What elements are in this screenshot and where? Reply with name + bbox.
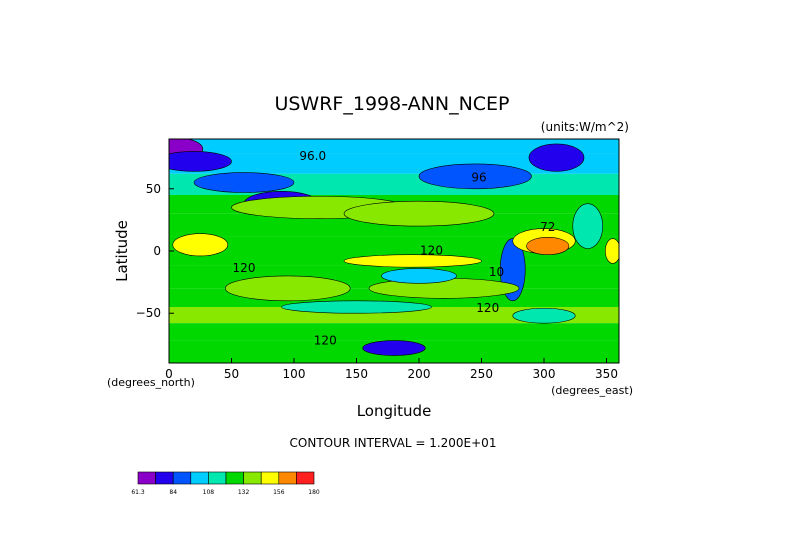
- x-tick-label: 350: [595, 367, 618, 381]
- y-axis-note: (degrees_north): [107, 376, 195, 389]
- x-tick-label: 250: [470, 367, 493, 381]
- contour-label: 120: [420, 244, 443, 258]
- x-tick-label: 300: [533, 367, 556, 381]
- contour-field: [169, 139, 619, 363]
- y-tick-label: −50: [136, 306, 161, 320]
- contour-region: [343, 254, 482, 268]
- contour-labels: 96.0 96 120 120 120 120 10 72: [233, 149, 556, 347]
- colorbar-swatch: [155, 471, 174, 485]
- x-axis-label: Longitude: [357, 402, 432, 420]
- colorbar-swatch: [190, 471, 209, 485]
- colorbar-swatch: [137, 471, 156, 485]
- y-axis-label: Latitude: [113, 220, 131, 282]
- colorbar-swatch: [225, 471, 244, 485]
- contour-band: [169, 307, 619, 324]
- contour-region: [172, 233, 229, 257]
- colorbar-swatch: [296, 471, 315, 485]
- y-tick-label: 50: [146, 182, 161, 196]
- contour-label: 120: [314, 333, 337, 347]
- contour-region: [193, 172, 295, 193]
- y-tick-label: 0: [153, 244, 161, 258]
- x-tick-label: 0: [165, 367, 173, 381]
- y-axis-ticks: 50 0 −50: [136, 182, 174, 320]
- colorbar-swatch: [278, 471, 297, 485]
- colorbar-swatch: [243, 471, 262, 485]
- contour-region: [604, 238, 619, 264]
- contour-band: [169, 139, 619, 154]
- x-tick-label: 200: [408, 367, 431, 381]
- colorbar-swatch: [260, 471, 280, 485]
- contour-region: [528, 143, 585, 172]
- contour-region: [281, 300, 432, 314]
- contour-label: 72: [540, 220, 555, 234]
- contour-label: 96.0: [299, 149, 326, 163]
- contour-region: [362, 340, 426, 356]
- colorbar-label: 84: [169, 489, 177, 496]
- contour-region: [381, 268, 457, 284]
- contour-label: 120: [476, 301, 499, 315]
- x-axis-ticks: 0 50 100 150 200 250 300 350: [165, 358, 618, 381]
- colorbar-swatch: [172, 471, 192, 485]
- colorbar-label: 132: [238, 489, 250, 496]
- x-tick-label: 50: [224, 367, 239, 381]
- colorbar-label: 61.3: [131, 489, 145, 496]
- colorbar-label: 156: [273, 489, 285, 496]
- contour-region: [512, 307, 576, 324]
- contour-interval-text: CONTOUR INTERVAL = 1.200E+01: [290, 436, 497, 450]
- colorbar-label: 108: [203, 489, 215, 496]
- colorbar-swatch: [208, 471, 227, 485]
- contour-label: 10: [489, 265, 504, 279]
- contour-region: [169, 151, 232, 172]
- colorbar: 61.3 84 108 132 156 180: [131, 471, 320, 496]
- contour-region: [418, 163, 532, 190]
- colorbar-label: 180: [308, 489, 320, 496]
- contour-label: 96: [471, 170, 486, 184]
- x-tick-label: 150: [345, 367, 368, 381]
- contour-label: 120: [233, 261, 256, 275]
- x-axis-note: (degrees_east): [551, 384, 633, 397]
- units-label: (units:W/m^2): [541, 120, 629, 134]
- contour-region: [572, 203, 604, 249]
- contour-region: [526, 237, 570, 256]
- chart-title: USWRF_1998-ANN_NCEP: [274, 93, 509, 115]
- contour-band: [169, 323, 619, 341]
- contour-region: [343, 200, 495, 227]
- x-tick-label: 100: [283, 367, 306, 381]
- contour-region: [224, 275, 351, 302]
